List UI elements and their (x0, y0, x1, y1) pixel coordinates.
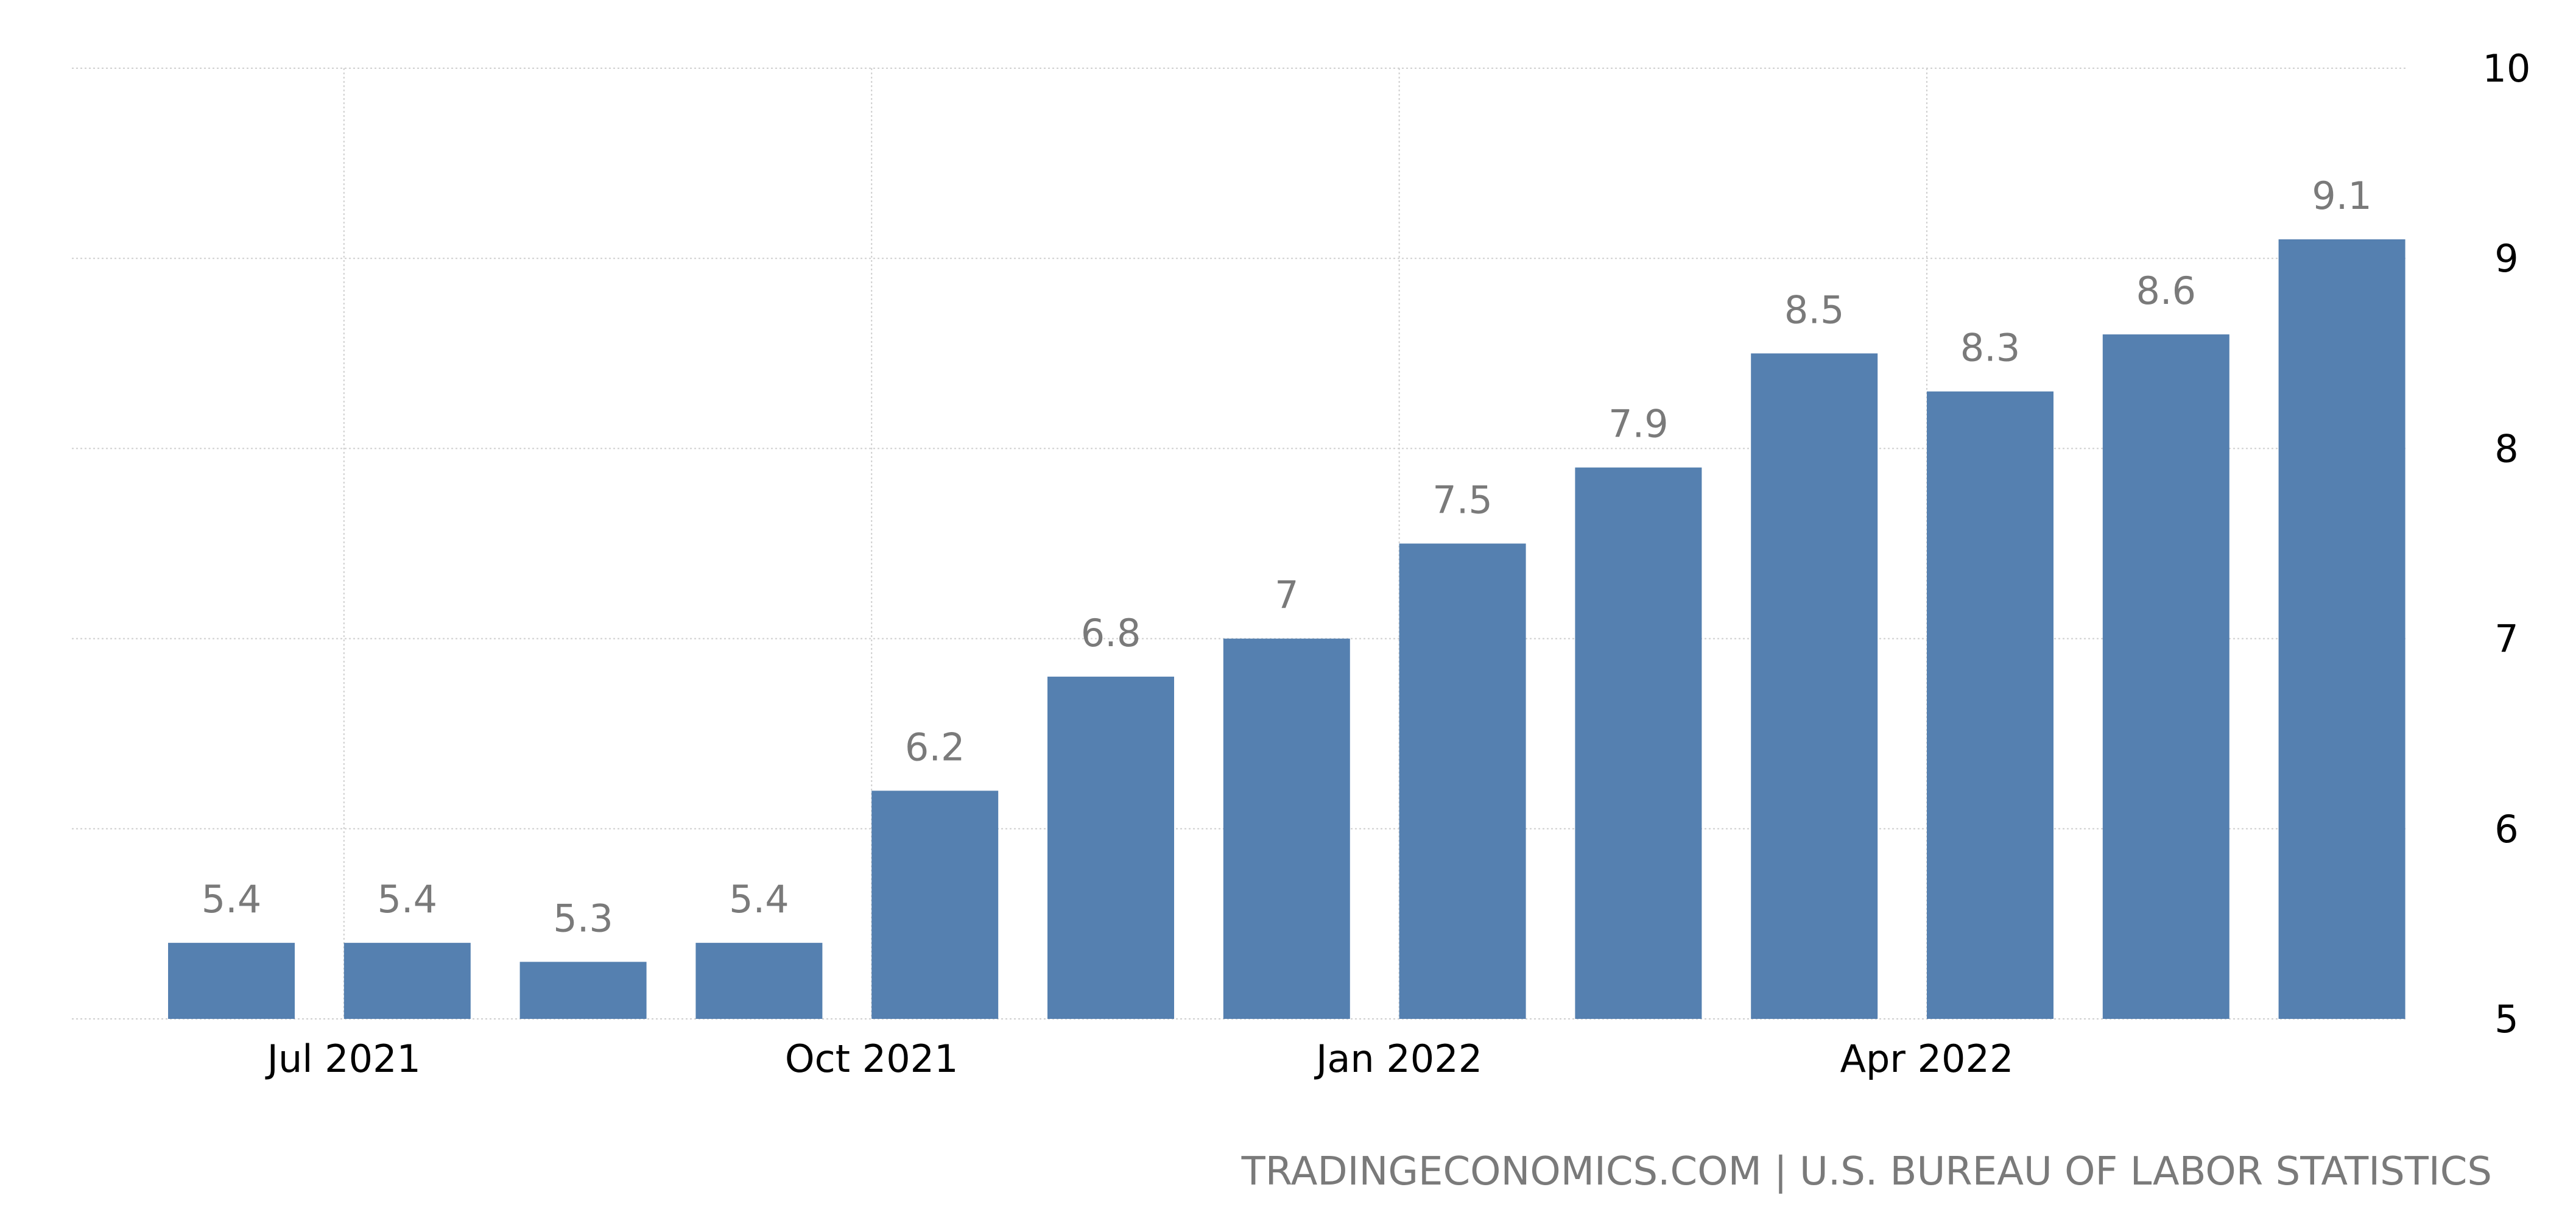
y-tick-label: 9 (2494, 236, 2518, 281)
bar (871, 791, 999, 1019)
y-tick-label: 7 (2494, 617, 2518, 661)
data-label: 6.2 (905, 725, 965, 769)
x-axis-ticks: Jul 2021 Oct 2021 Jan 2022 Apr 2022 (265, 1037, 2014, 1081)
bar (168, 943, 295, 1019)
bar (1751, 353, 1878, 1019)
bars-group (168, 239, 2405, 1019)
y-tick-label: 8 (2494, 426, 2518, 471)
data-label: 9.1 (2312, 174, 2372, 218)
bar (1399, 543, 1526, 1019)
x-tick-label: Apr 2022 (1840, 1037, 2014, 1081)
data-label: 7.9 (1608, 402, 1669, 446)
data-labels-group: 5.4 5.4 5.3 5.4 6.2 6.8 7 7.5 7.9 8.5 8.3 8.6 9.1 (202, 174, 2372, 940)
data-label: 7.5 (1432, 478, 1493, 523)
data-label: 6.8 (1081, 611, 1141, 655)
bar (1927, 391, 2053, 1019)
bar (695, 943, 823, 1019)
data-label: 5.4 (202, 877, 262, 921)
bar (1047, 677, 1174, 1019)
vertical-gridlines (343, 68, 1928, 1019)
y-tick-label: 5 (2494, 997, 2518, 1041)
bar (1575, 467, 1702, 1019)
data-label: 8.5 (1784, 287, 1845, 332)
source-credit: TRADINGECONOMICS.COM | U.S. BUREAU OF LA… (1241, 1149, 2492, 1194)
bar (1223, 638, 1350, 1019)
bar (2102, 334, 2229, 1019)
bar (343, 943, 471, 1019)
y-axis-ticks: 5 6 7 8 9 10 (2483, 46, 2531, 1041)
x-tick-label: Jan 2022 (1314, 1037, 1482, 1081)
y-tick-label: 6 (2494, 807, 2518, 851)
bar (519, 962, 647, 1019)
y-tick-label: 10 (2483, 46, 2531, 91)
data-label: 7 (1275, 573, 1298, 618)
x-tick-label: Jul 2021 (265, 1037, 421, 1081)
bar (2278, 239, 2405, 1019)
data-label: 5.4 (377, 877, 437, 921)
data-label: 8.6 (2136, 269, 2196, 313)
data-label: 5.3 (553, 896, 613, 940)
data-label: 8.3 (1960, 326, 2021, 370)
data-label: 5.4 (729, 877, 789, 921)
x-tick-label: Oct 2021 (785, 1037, 959, 1081)
